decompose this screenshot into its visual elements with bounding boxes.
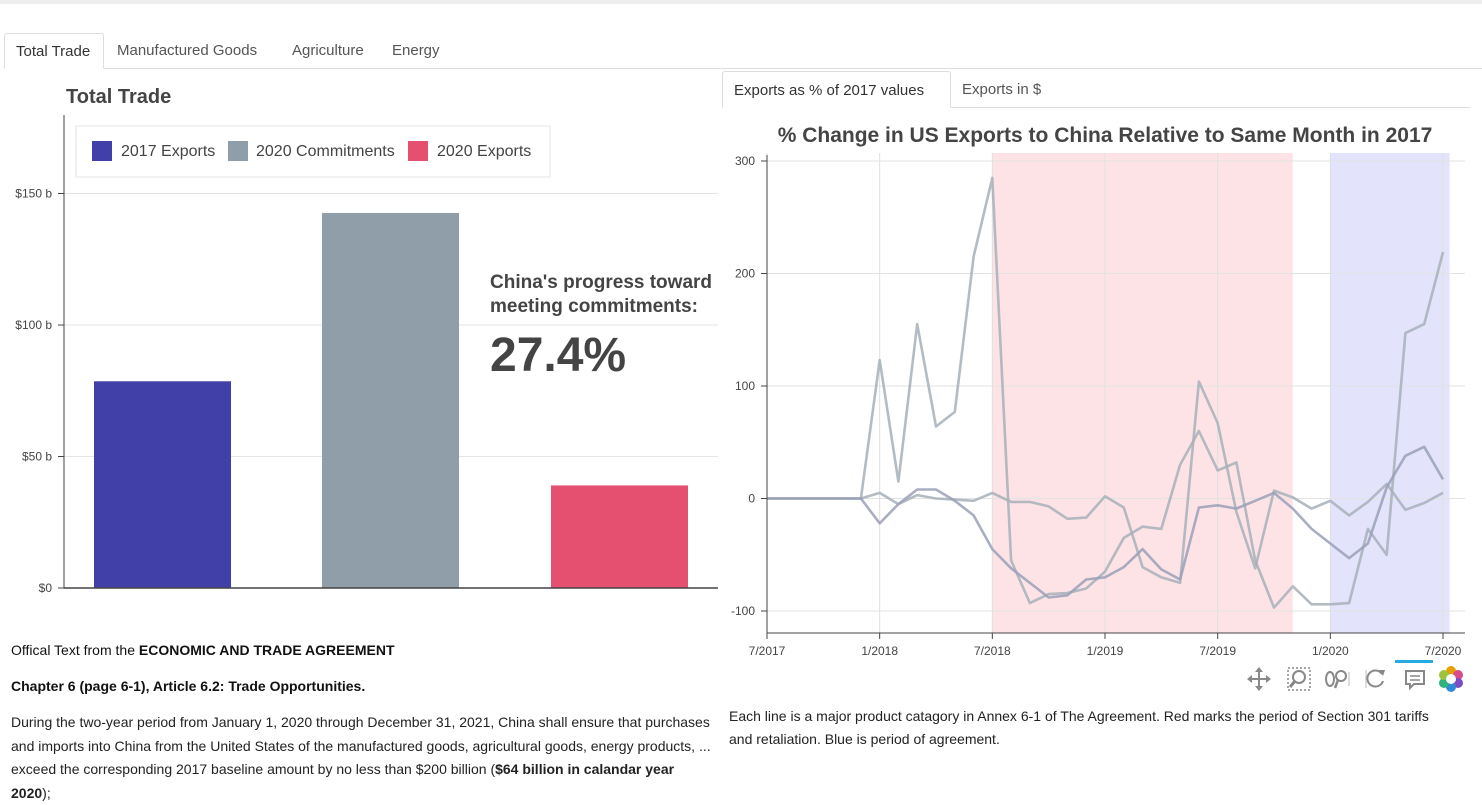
progress-label: China's progress toward meeting commitme… <box>490 272 713 317</box>
reset-icon[interactable] <box>1362 666 1388 694</box>
agreement-name: ECONOMIC AND TRADE AGREEMENT <box>138 642 395 658</box>
bar-chart-title: Total Trade <box>66 86 171 108</box>
line-x-tick-label: 7/2017 <box>749 644 786 658</box>
series-line-3 <box>767 445 1445 599</box>
pan-icon[interactable] <box>1246 666 1272 694</box>
bar-legend: 2017 Exports 2020 Commitments 2020 Expor… <box>75 125 551 178</box>
legend-2017-exports: 2017 Exports <box>121 143 215 160</box>
line-chart-title: % Change in US Exports to China Relative… <box>778 124 1433 147</box>
legend-swatch-2017-exports <box>92 141 112 161</box>
line-y-tick-label: 200 <box>735 267 755 281</box>
line-x-tick-label: 1/2020 <box>1312 644 1349 658</box>
box-zoom-icon[interactable] <box>1286 666 1312 694</box>
agreement-heading: Chapter 6 (page 6-1), Article 6.2: Trade… <box>11 678 366 694</box>
percent-change-line-chart: % Change in US Exports to China Relative… <box>731 124 1465 658</box>
tab-manufactured-goods[interactable]: Manufactured Goods <box>117 42 258 59</box>
tab-agriculture[interactable]: Agriculture <box>292 42 364 59</box>
hover-icon[interactable] <box>1402 666 1428 694</box>
agreement-body-text: During the two-year period from January … <box>11 714 711 777</box>
tab-total-trade[interactable]: Total Trade <box>4 33 104 69</box>
total-trade-bar-chart: Total Trade $0 $50 b $100 b $150 b 2017 Exp… <box>15 86 718 595</box>
bokeh-logo-icon[interactable] <box>1438 666 1464 694</box>
line-x-tick-label: 7/2020 <box>1425 644 1462 658</box>
view-tabs: Exports as % of 2017 values Exports in $ <box>722 71 1470 108</box>
bar-y-tick-label: $100 b <box>15 318 52 332</box>
top-divider <box>0 0 1482 4</box>
main-tabs: Total Trade Manufactured Goods Agricultu… <box>4 33 1482 69</box>
bar-y-tick-label: $50 b <box>22 450 52 464</box>
line-y-tick-label: 100 <box>735 379 755 393</box>
line-x-tick-label: 7/2019 <box>1199 644 1236 658</box>
line-y-tick-label: 0 <box>748 492 755 506</box>
line-x-tick-label: 1/2019 <box>1087 644 1124 658</box>
tab-exports-dollars[interactable]: Exports in $ <box>962 81 1042 98</box>
series-line-2 <box>767 380 1444 585</box>
shaded-period <box>1330 153 1450 633</box>
agreement-body-highlight: $64 billion in calandar year 2020 <box>11 761 675 801</box>
legend-2020-exports: 2020 Exports <box>437 143 531 160</box>
legend-swatch-2020-commitments <box>228 141 248 161</box>
line-y-tick-label: -100 <box>731 604 755 618</box>
tab-exports-percent[interactable]: Exports as % of 2017 values <box>722 71 951 108</box>
agreement-body-suffix: ); <box>42 784 51 801</box>
shaded-period <box>992 153 1293 633</box>
line-x-tick-label: 7/2018 <box>974 644 1011 658</box>
bar-y-tick-label: $0 <box>39 581 53 595</box>
agreement-source-prefix: Offical Text from the <box>11 642 139 658</box>
progress-value: 27.4% <box>490 329 627 382</box>
agreement-source-line: Offical Text from the ECONOMIC AND TRADE… <box>11 642 395 658</box>
legend-swatch-2020-exports <box>408 141 428 161</box>
line-y-tick-label: 300 <box>735 154 755 168</box>
tab-energy[interactable]: Energy <box>392 42 440 59</box>
legend-2020-commitments: 2020 Commitments <box>256 143 395 160</box>
bar-y-tick-label: $150 b <box>15 187 52 201</box>
bar-2020-exports <box>551 485 688 588</box>
agreement-body: During the two-year period from January … <box>11 711 711 805</box>
chart-caption: Each line is a major product catagory in… <box>729 708 1429 747</box>
series-line-1 <box>767 176 1445 609</box>
active-tool-indicator <box>1395 660 1433 663</box>
bar-2017-exports <box>94 381 231 588</box>
bar-2020-commitments <box>322 212 459 588</box>
wheel-zoom-icon[interactable] <box>1324 666 1350 694</box>
line-x-tick-label: 1/2018 <box>861 644 898 658</box>
